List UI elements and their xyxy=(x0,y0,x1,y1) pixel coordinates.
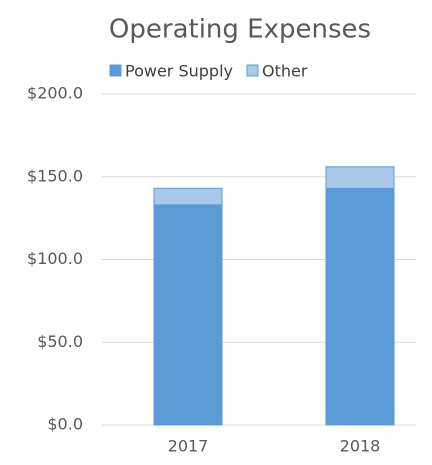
y-tick-label: $0.0 xyxy=(47,415,83,434)
y-tick-label: $50.0 xyxy=(37,332,83,351)
y-tick-label: $150.0 xyxy=(27,166,83,185)
bar-segment xyxy=(153,204,223,426)
y-tick-label: $200.0 xyxy=(27,84,83,103)
legend-swatch xyxy=(109,64,122,77)
y-tick-label: $100.0 xyxy=(27,249,83,268)
legend-swatch xyxy=(246,64,259,77)
legend-label: Power Supply xyxy=(125,62,233,81)
x-tick-label: 2018 xyxy=(340,437,381,456)
bar-segment xyxy=(325,187,395,426)
chart-title: Operating Expenses xyxy=(109,15,371,45)
x-tick-label: 2017 xyxy=(168,437,209,456)
legend: Power Supply Other xyxy=(109,62,308,81)
legend-label: Other xyxy=(262,62,308,81)
bar-segment xyxy=(153,187,223,206)
bar-segment xyxy=(325,166,395,189)
